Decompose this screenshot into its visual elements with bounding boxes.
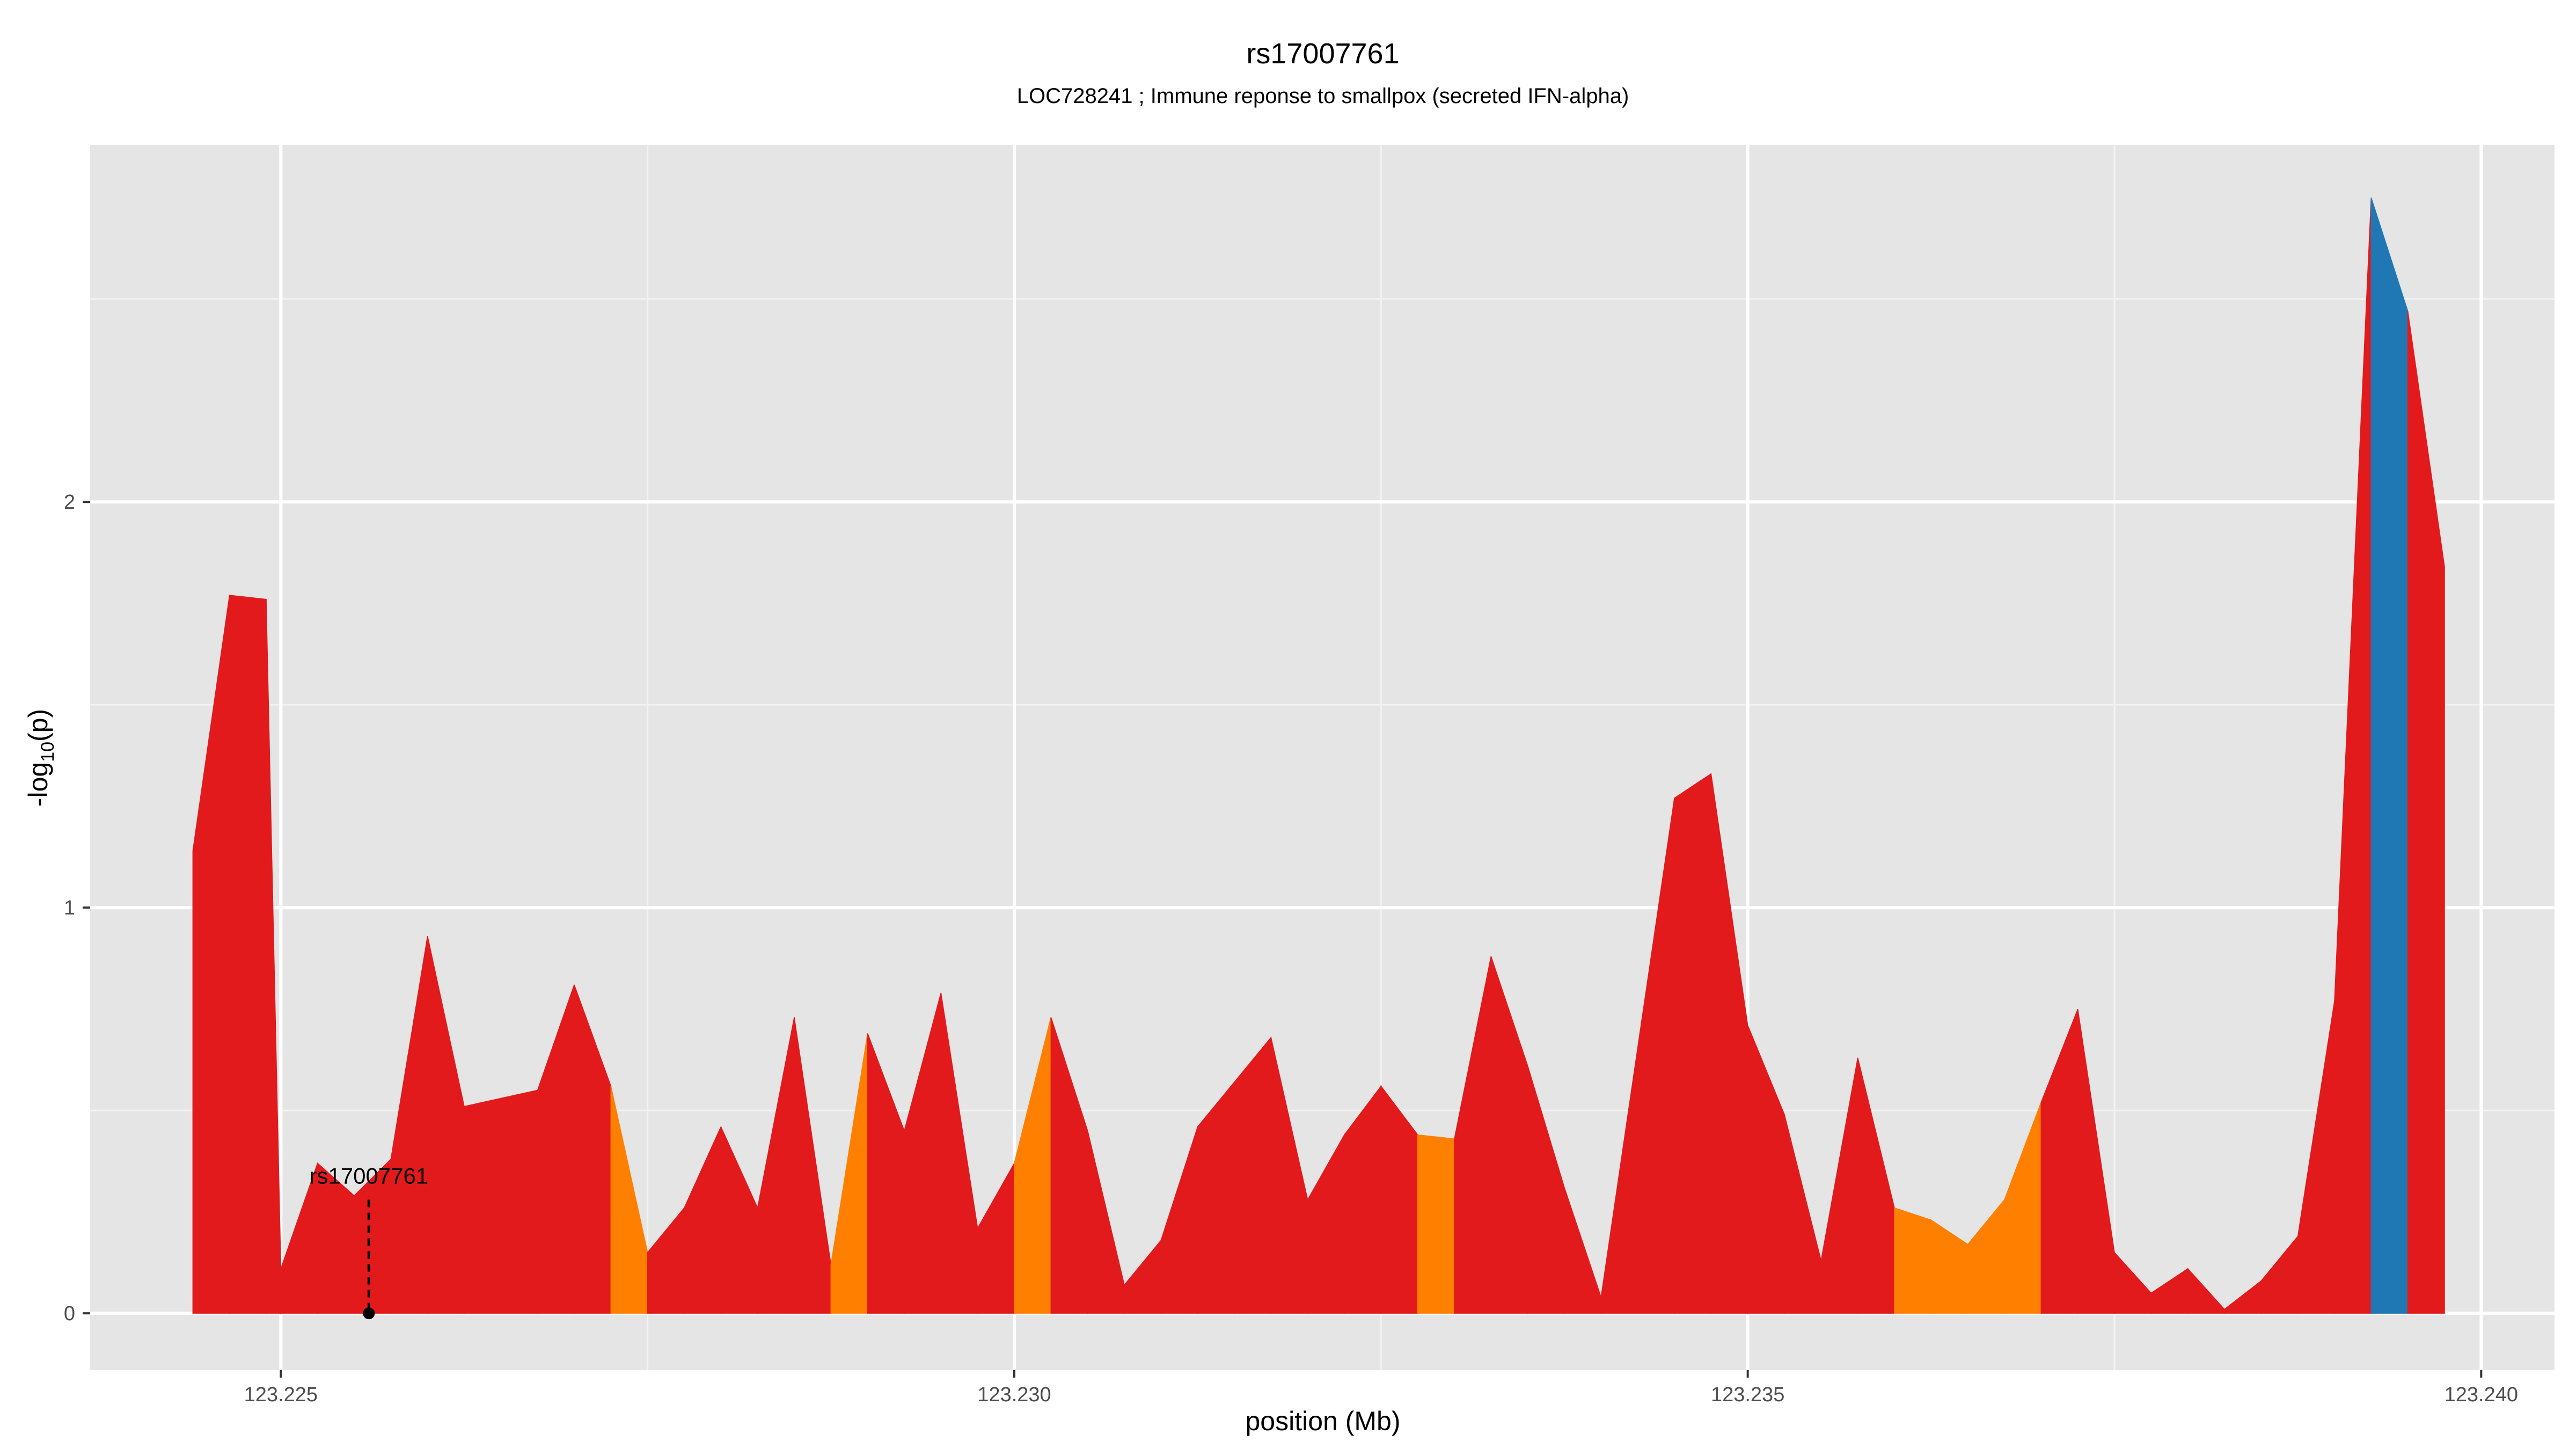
area-segments	[192, 197, 2445, 1314]
y-axis-label-main: -log	[23, 762, 53, 807]
area-segment-9	[500, 1089, 538, 1314]
area-segment-46	[1894, 1207, 1932, 1314]
x-tick-label-2: 123.235	[1711, 1384, 1784, 1406]
area-segment-40	[1674, 773, 1712, 1314]
area-segment-29	[1234, 1036, 1272, 1314]
x-tick-label-1: 123.230	[977, 1384, 1051, 1406]
chart-title: rs17007761	[1246, 38, 1399, 70]
snp-annotation: rs17007761	[309, 1163, 428, 1320]
chart-subtitle: LOC728241 ; Immune reponse to smallpox (…	[1017, 84, 1629, 108]
x-tick-label-0: 123.225	[244, 1384, 318, 1406]
x-tick-label-3: 123.240	[2445, 1384, 2518, 1406]
area-segment-1	[229, 595, 267, 1314]
area-segment-34	[1417, 1134, 1455, 1314]
x-axis-label: position (Mb)	[1246, 1406, 1401, 1436]
annotation-label: rs17007761	[309, 1163, 428, 1188]
annotation-point	[363, 1307, 375, 1320]
area-segment-60	[2407, 311, 2445, 1314]
y-axis: 0 1 2	[64, 491, 90, 1325]
y-tick-label-0: 0	[64, 1302, 75, 1325]
y-axis-label: -log10(p)	[23, 709, 58, 807]
x-axis: 123.225 123.230 123.235 123.240	[244, 1370, 2518, 1406]
plot-panel: rs17007761	[90, 145, 2555, 1370]
y-axis-label-tail: (p)	[23, 709, 53, 742]
area-segment-59	[2370, 197, 2409, 1314]
y-tick-label-1: 1	[64, 897, 75, 919]
area-segment-8	[464, 1097, 502, 1314]
y-axis-label-subscript: 10	[38, 742, 58, 762]
y-tick-label-2: 2	[64, 491, 75, 514]
